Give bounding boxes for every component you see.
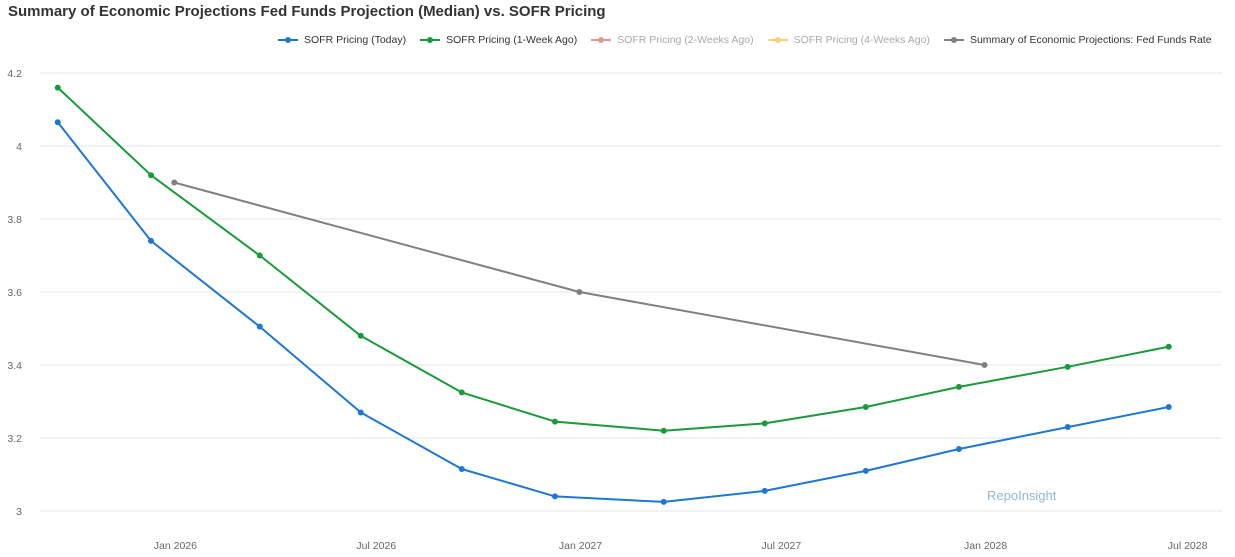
data-point[interactable] bbox=[458, 389, 465, 396]
data-point[interactable] bbox=[660, 498, 667, 505]
y-axis: 3 3.2 3.4 3.6 3.8 4 4.2 bbox=[7, 68, 22, 518]
x-tick-label: Jul 2028 bbox=[1168, 540, 1208, 552]
data-point[interactable] bbox=[761, 420, 768, 427]
legend-swatch bbox=[420, 37, 441, 43]
x-tick-label: Jan 2028 bbox=[964, 540, 1007, 552]
data-point[interactable] bbox=[1064, 424, 1071, 431]
series-line bbox=[57, 121, 1169, 503]
x-tick-label: Jan 2027 bbox=[559, 540, 602, 552]
data-point[interactable] bbox=[981, 362, 988, 368]
y-tick-label: 3.2 bbox=[7, 433, 22, 445]
y-tick-label: 3.6 bbox=[7, 287, 22, 299]
data-point[interactable] bbox=[147, 172, 154, 179]
data-point[interactable] bbox=[458, 466, 465, 473]
y-tick-label: 3.4 bbox=[7, 360, 22, 372]
watermark-text: RepoInsight bbox=[987, 488, 1057, 503]
data-point[interactable] bbox=[955, 383, 962, 390]
chart-title: Summary of Economic Projections Fed Fund… bbox=[8, 3, 606, 20]
data-point[interactable] bbox=[54, 119, 61, 126]
series-group bbox=[54, 84, 1172, 505]
legend-item-0[interactable]: SOFR Pricing (Today) bbox=[278, 34, 406, 46]
data-point[interactable] bbox=[1165, 403, 1172, 410]
data-point[interactable] bbox=[54, 84, 61, 91]
data-point[interactable] bbox=[256, 323, 263, 330]
grid-lines bbox=[40, 72, 1222, 512]
x-tick-label: Jan 2026 bbox=[154, 540, 197, 552]
legend-swatch bbox=[591, 37, 612, 43]
data-point[interactable] bbox=[551, 493, 558, 500]
legend-item-4[interactable]: Summary of Economic Projections: Fed Fun… bbox=[943, 34, 1212, 46]
data-point[interactable] bbox=[576, 289, 583, 295]
legend-swatch bbox=[767, 37, 788, 43]
data-point[interactable] bbox=[256, 252, 263, 259]
x-tick-label: Jul 2026 bbox=[356, 540, 396, 552]
legend-item-3[interactable]: SOFR Pricing (4-Weeks Ago) bbox=[767, 34, 930, 46]
data-point[interactable] bbox=[357, 332, 364, 339]
legend-item-2[interactable]: SOFR Pricing (2-Weeks Ago) bbox=[591, 34, 754, 46]
legend-item-1[interactable]: SOFR Pricing (1-Week Ago) bbox=[420, 34, 577, 46]
y-tick-label: 3 bbox=[16, 506, 22, 518]
data-point[interactable] bbox=[1165, 343, 1172, 350]
legend-swatch bbox=[943, 37, 964, 43]
data-point[interactable] bbox=[357, 409, 364, 416]
data-point[interactable] bbox=[147, 237, 154, 244]
y-tick-label: 4.2 bbox=[7, 68, 22, 80]
data-point[interactable] bbox=[660, 427, 667, 434]
series-4 bbox=[171, 179, 988, 368]
series-1 bbox=[54, 84, 1172, 434]
series-line bbox=[174, 181, 985, 366]
data-point[interactable] bbox=[1064, 363, 1071, 370]
series-0 bbox=[54, 119, 1172, 505]
data-point[interactable] bbox=[955, 445, 962, 452]
y-tick-label: 3.8 bbox=[7, 214, 22, 226]
legend-label: SOFR Pricing (4-Weeks Ago) bbox=[793, 34, 930, 46]
legend-label: SOFR Pricing (2-Weeks Ago) bbox=[617, 34, 754, 46]
series-line bbox=[57, 86, 1169, 432]
x-tick-label: Jul 2027 bbox=[762, 540, 802, 552]
legend-label: SOFR Pricing (1-Week Ago) bbox=[446, 34, 578, 46]
legend-swatch bbox=[278, 37, 298, 43]
legend-label: SOFR Pricing (Today) bbox=[304, 34, 407, 46]
data-point[interactable] bbox=[761, 487, 768, 494]
data-point[interactable] bbox=[171, 179, 178, 186]
legend-label: Summary of Economic Projections: Fed Fun… bbox=[969, 34, 1212, 46]
data-point[interactable] bbox=[862, 467, 869, 474]
x-axis: Jan 2026 Jul 2026 Jan 2027 Jul 2027 Jan 2028… bbox=[154, 540, 1208, 552]
data-point[interactable] bbox=[551, 418, 558, 425]
chart-legend: SOFR Pricing (Today) SOFR Pricing (1-Week… bbox=[278, 33, 1226, 47]
data-point[interactable] bbox=[862, 403, 869, 410]
y-tick-label: 4 bbox=[16, 141, 22, 153]
